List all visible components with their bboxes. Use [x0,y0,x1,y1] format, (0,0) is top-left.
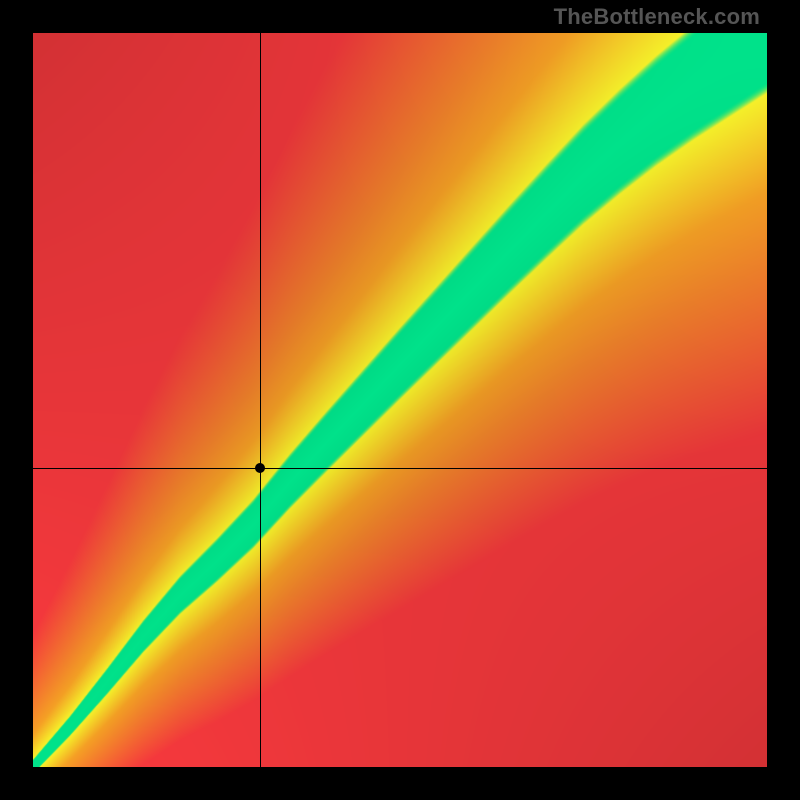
watermark-text: TheBottleneck.com [554,4,760,30]
heatmap-canvas [33,33,767,767]
crosshair-vertical [260,33,261,767]
plot-area [33,33,767,767]
outer-frame: TheBottleneck.com [0,0,800,800]
data-point-marker [255,463,265,473]
crosshair-horizontal [33,468,767,469]
